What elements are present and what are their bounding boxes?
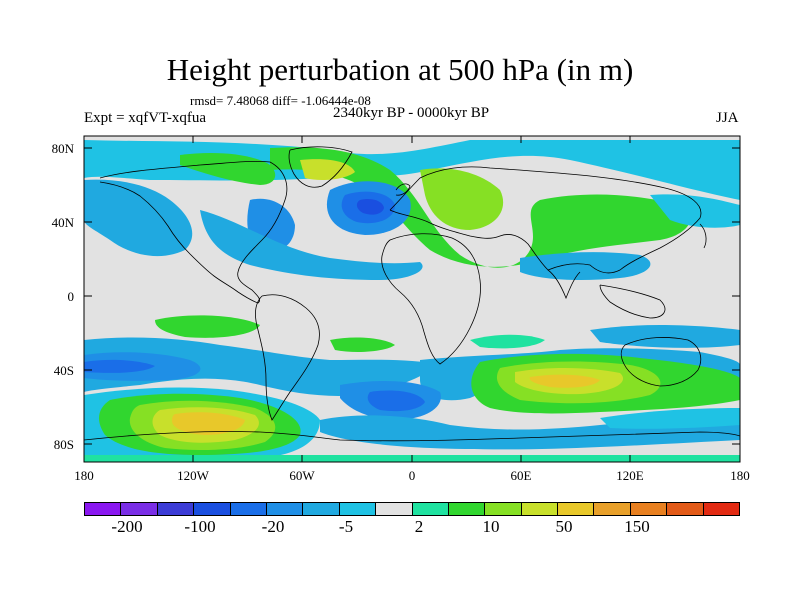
stats-text: rmsd= 7.48068 diff= -1.06444e-08 (190, 93, 371, 108)
coastline-north-america (99, 160, 288, 304)
coastline-india (547, 269, 581, 300)
period-label: 2340kyr BP - 0000kyr BP (332, 105, 490, 121)
contour-region (84, 140, 740, 200)
colorbar-swatch (594, 503, 631, 515)
coastline-greenland (288, 146, 353, 188)
coastlines (84, 146, 740, 442)
season-label: JJA (716, 110, 739, 126)
contour-region (600, 408, 740, 429)
colorbar-swatch (376, 503, 413, 515)
colorbar-swatch (412, 503, 449, 515)
contour-region (420, 168, 504, 230)
colorbar-swatch (121, 503, 158, 515)
colorbar-swatch (303, 503, 340, 515)
colorbar-swatch (558, 503, 595, 515)
colorbar-label: -100 (184, 517, 216, 536)
contour-region (330, 337, 395, 353)
contour-region (270, 147, 691, 268)
contour-fields (84, 140, 740, 462)
contour-region (367, 390, 425, 412)
colorbar-swatch (85, 503, 122, 515)
lat-label-40s: 40S (53, 363, 74, 378)
colorbar-swatch (703, 503, 740, 515)
axis-ticks (84, 136, 740, 462)
coastline-south-america (254, 294, 320, 421)
colorbar-swatch (521, 503, 559, 515)
experiment-label: Expt = xqfVT-xqfua (84, 110, 207, 126)
contour-region (155, 315, 260, 338)
coastline-africa (381, 233, 481, 365)
contour-region (356, 198, 384, 215)
coastline-se-asia (599, 284, 666, 319)
colorbar-swatch (485, 503, 522, 515)
lat-label-80n: 80N (51, 141, 74, 156)
contour-region (470, 334, 545, 349)
contour-region (300, 159, 355, 180)
contour-region (180, 153, 276, 185)
colorbar-label: -20 (261, 517, 285, 536)
coastline-japan (699, 223, 707, 249)
contour-region (84, 337, 440, 396)
colorbar-swatch (630, 503, 668, 515)
contour-region (520, 252, 651, 280)
lon-label-120w: 120W (177, 468, 209, 483)
contour-region (529, 374, 600, 388)
coastline-uk (395, 183, 411, 196)
colorbar (84, 502, 740, 516)
colorbar-swatch (230, 503, 267, 515)
lat-label-40n: 40N (51, 215, 74, 230)
colorbar-swatch (448, 503, 486, 515)
lon-label-180w: 180 (74, 468, 94, 483)
chart-title: Height perturbation at 500 hPa (in m) (166, 52, 634, 87)
coastline-australia (620, 337, 702, 387)
colorbar-swatch (339, 503, 377, 515)
colorbar-label: 50 (555, 517, 573, 536)
colorbar-label: -200 (111, 517, 143, 536)
coastline-eurasia (389, 166, 702, 274)
lon-label-120e: 120E (616, 468, 644, 483)
contour-region (590, 325, 740, 348)
colorbar-swatch (266, 503, 304, 515)
lat-label-0: 0 (67, 289, 75, 304)
colorbar-label: 10 (482, 517, 500, 536)
contour-region (172, 412, 245, 435)
colorbar-swatch (194, 503, 231, 515)
colorbar-label: 150 (624, 517, 650, 536)
lon-label-180e: 180 (730, 468, 750, 483)
contour-region (200, 210, 423, 280)
colorbar-label: 2 (414, 517, 424, 536)
coastline-antarctica (84, 431, 740, 442)
lon-label-60w: 60W (289, 468, 315, 483)
contour-region (84, 179, 193, 257)
lon-label-60e: 60E (510, 468, 532, 483)
lon-label-0: 0 (408, 468, 416, 483)
contour-region (650, 194, 740, 228)
lat-label-80s: 80S (53, 437, 74, 452)
colorbar-swatch (157, 503, 195, 515)
colorbar-swatch (667, 503, 704, 515)
contour-region (84, 359, 155, 373)
colorbar-label: -5 (338, 517, 354, 536)
